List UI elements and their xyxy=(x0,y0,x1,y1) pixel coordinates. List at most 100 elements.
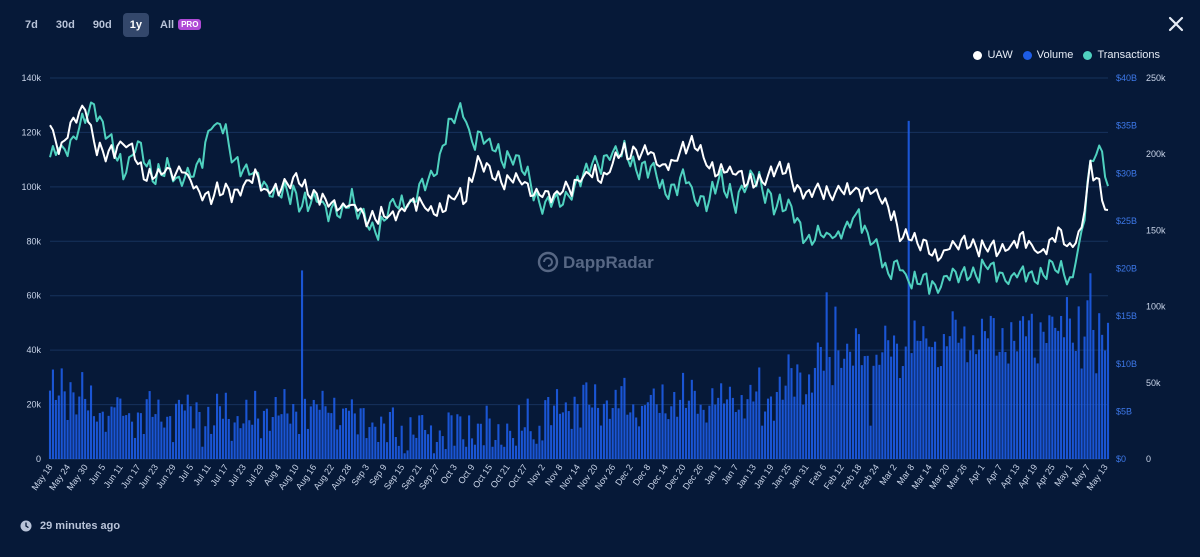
volume-bar xyxy=(136,412,139,459)
volume-bar xyxy=(514,445,518,459)
volume-bar xyxy=(342,408,345,459)
volume-bar xyxy=(113,407,116,459)
y-axis-transactions: 0 50k 100k 150k 200k 250k xyxy=(1146,73,1166,464)
tab-7d[interactable]: 7d xyxy=(25,19,38,31)
tab-30d[interactable]: 30d xyxy=(55,19,75,31)
volume-bar xyxy=(989,315,992,459)
volume-bar xyxy=(427,434,430,459)
volume-bar xyxy=(652,388,655,459)
volume-bar xyxy=(599,425,603,459)
close-icon[interactable] xyxy=(1166,14,1186,34)
volume-bar xyxy=(640,405,644,459)
volume-bar xyxy=(371,422,374,459)
volume-bar xyxy=(863,356,866,459)
volume-bar xyxy=(374,426,377,459)
watermark-text: DappRadar xyxy=(563,253,654,272)
y-tick-label-uaw: 80k xyxy=(26,236,41,246)
volume-bar xyxy=(142,434,145,459)
volume-bar xyxy=(177,399,181,459)
volume-bar xyxy=(485,405,488,459)
dappradar-logo-icon xyxy=(537,251,559,273)
volume-bar xyxy=(438,430,441,459)
volume-bar xyxy=(309,406,312,459)
volume-bar xyxy=(579,427,582,459)
volume-bar xyxy=(233,422,236,459)
volume-bar xyxy=(649,394,652,459)
volume-bar xyxy=(998,351,1001,459)
volume-bar xyxy=(465,446,468,459)
y-tick-label-volume: $25B xyxy=(1116,216,1137,226)
volume-bar xyxy=(679,399,682,459)
volume-bar xyxy=(1068,318,1071,459)
volume-bar xyxy=(948,336,951,459)
volume-bar xyxy=(822,370,825,459)
volume-bar xyxy=(500,444,503,459)
volume-bar xyxy=(793,396,796,459)
volume-bar xyxy=(473,444,477,459)
volume-bar xyxy=(497,424,500,459)
volume-bar xyxy=(629,412,632,459)
volume-bar xyxy=(353,413,356,459)
volume-bar xyxy=(907,120,910,460)
volume-bar xyxy=(1095,373,1098,459)
volume-bar xyxy=(295,411,298,459)
volume-bar xyxy=(432,453,435,459)
volume-bar xyxy=(708,405,711,459)
volume-bar xyxy=(670,406,673,459)
volume-bar xyxy=(737,409,740,459)
legend-label-transactions: Transactions xyxy=(1097,49,1160,61)
volume-bar xyxy=(799,372,802,459)
legend-item-uaw[interactable]: UAW xyxy=(973,49,1013,61)
volume-bar xyxy=(172,442,175,459)
volume-bar xyxy=(268,430,271,459)
legend-item-volume[interactable]: Volume xyxy=(1022,49,1073,61)
volume-bar xyxy=(810,392,814,459)
volume-bar xyxy=(617,408,620,459)
volume-bar xyxy=(854,328,858,459)
volume-bar xyxy=(251,424,254,459)
volume-bar xyxy=(778,376,781,459)
y-tick-label-uaw: 20k xyxy=(26,400,41,410)
volume-bar xyxy=(166,416,169,459)
y-tick-label-volume: $30B xyxy=(1116,168,1137,178)
volume-bar xyxy=(476,423,479,459)
pro-badge: PRO xyxy=(178,19,202,30)
volume-bar xyxy=(1104,350,1107,459)
volume-bar xyxy=(503,446,506,459)
volume-bar xyxy=(977,349,981,459)
volume-bar xyxy=(1019,320,1022,459)
volume-bar xyxy=(98,413,101,459)
volume-bar xyxy=(289,423,292,459)
volume-bar xyxy=(163,427,166,459)
tab-all[interactable]: All PRO xyxy=(153,13,208,37)
volume-bar xyxy=(775,391,778,459)
volume-bar xyxy=(215,393,219,459)
volume-bar xyxy=(365,438,368,459)
tab-1y[interactable]: 1y xyxy=(122,13,150,37)
volume-bar xyxy=(344,408,348,459)
volume-bar xyxy=(787,354,790,459)
volume-bar xyxy=(424,429,427,459)
volume-bar xyxy=(201,446,204,459)
volume-bar xyxy=(711,388,714,459)
volume-bar xyxy=(925,338,928,459)
time-range-tabs: 7d 30d 90d 1y All PRO xyxy=(18,13,208,37)
volume-bar xyxy=(274,397,277,459)
volume-bar xyxy=(84,398,87,459)
volume-bar xyxy=(122,415,125,459)
volume-bar xyxy=(1083,336,1086,459)
tab-90d[interactable]: 90d xyxy=(92,19,112,31)
legend-item-transactions[interactable]: Transactions xyxy=(1083,49,1160,61)
x-tick-label: Sep 3 xyxy=(349,462,371,487)
volume-bar xyxy=(517,405,520,459)
volume-bar xyxy=(526,398,529,459)
volume-bar xyxy=(673,391,676,459)
volume-bar xyxy=(218,406,222,459)
volume-bar xyxy=(567,411,570,459)
volume-bar xyxy=(54,399,57,459)
volume-bar xyxy=(1036,363,1039,459)
volume-bar xyxy=(840,367,843,459)
volume-bar xyxy=(620,386,623,459)
y-tick-label-transactions: 100k xyxy=(1146,302,1166,312)
volume-bar xyxy=(245,399,248,459)
